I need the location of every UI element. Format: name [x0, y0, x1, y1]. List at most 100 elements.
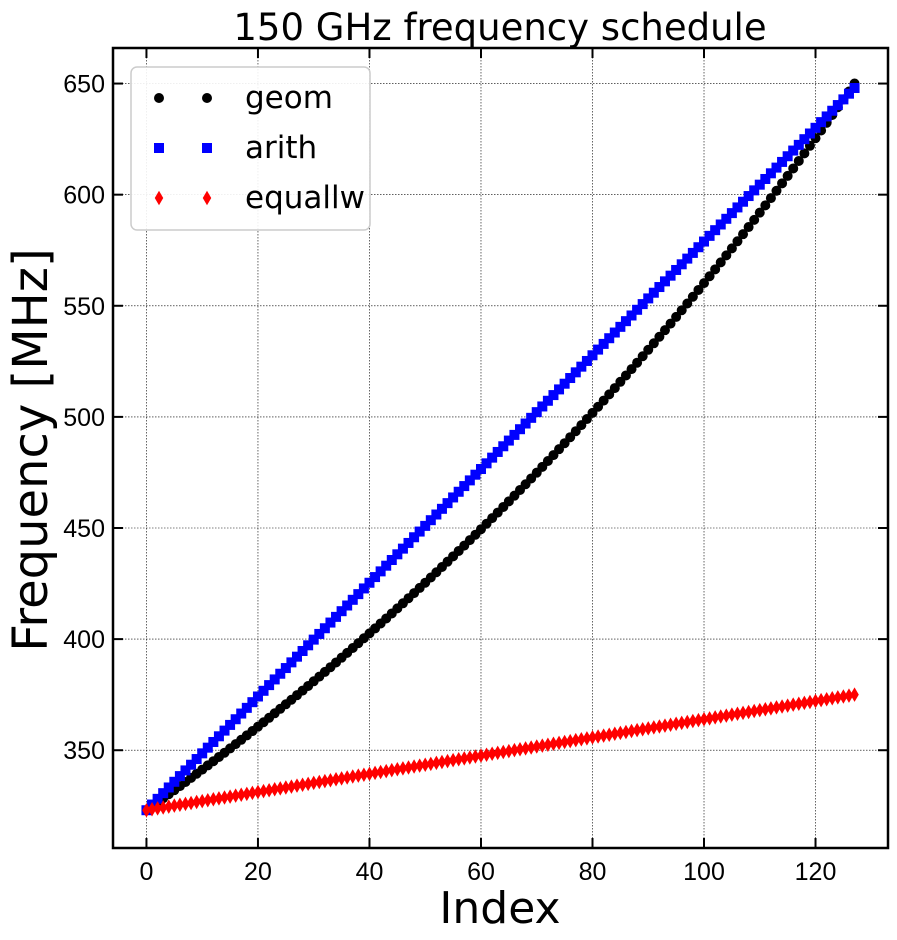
data-point-arith — [325, 617, 336, 628]
data-point-geom — [788, 163, 799, 174]
data-point-equallw — [142, 802, 151, 818]
data-point-arith — [291, 651, 302, 662]
data-point-arith — [788, 145, 799, 156]
data-point-geom — [749, 214, 760, 225]
data-point-arith — [331, 611, 342, 622]
data-point-arith — [219, 725, 230, 736]
data-point-arith — [163, 782, 174, 793]
data-point-arith — [358, 583, 369, 594]
data-point-equallw — [320, 773, 330, 789]
data-point-arith — [782, 151, 793, 162]
data-point-arith — [509, 429, 520, 440]
data-point-arith — [498, 441, 509, 452]
x-tick-label: 100 — [683, 858, 725, 886]
data-point-equallw — [259, 783, 268, 799]
data-point-equallw — [504, 743, 514, 759]
data-point-arith — [303, 640, 314, 651]
data-point-equallw — [777, 699, 787, 714]
data-point-equallw — [415, 758, 424, 773]
data-point-geom — [659, 325, 670, 336]
data-point-arith — [197, 748, 208, 759]
data-point-equallw — [805, 694, 815, 710]
data-point-equallw — [225, 789, 235, 804]
data-point-equallw — [677, 715, 686, 731]
data-point-equallw — [766, 701, 776, 716]
data-point-equallw — [381, 763, 391, 779]
data-point-arith — [838, 94, 849, 105]
data-point-arith — [258, 685, 269, 696]
data-point-arith — [726, 208, 737, 219]
data-point-equallw — [610, 726, 620, 742]
data-point-equallw — [387, 762, 397, 778]
data-point-equallw — [153, 801, 162, 816]
data-point-equallw — [164, 799, 174, 814]
data-point-equallw — [571, 732, 581, 748]
data-point-arith — [810, 122, 821, 133]
data-point-equallw — [515, 742, 525, 757]
data-point-arith — [615, 321, 626, 332]
legend-item-arith: arith — [154, 130, 317, 166]
data-point-geom — [704, 271, 715, 282]
data-point-arith — [570, 367, 581, 378]
data-point-equallw — [727, 707, 737, 722]
data-point-arith — [626, 310, 637, 321]
data-point-arith — [743, 191, 754, 202]
data-point-equallw — [850, 687, 859, 702]
data-point-arith — [715, 219, 726, 230]
legend-marker — [154, 93, 164, 103]
data-point-arith — [760, 173, 771, 184]
data-point-equallw — [437, 754, 447, 770]
data-point-equallw — [276, 781, 285, 796]
data-point-equallw — [393, 762, 402, 777]
data-point-arith — [414, 526, 425, 537]
data-point-equallw — [705, 711, 714, 726]
data-point-arith — [459, 481, 470, 492]
data-point-geom — [699, 278, 710, 289]
data-point-equallw — [203, 792, 213, 808]
data-point-arith — [542, 395, 553, 406]
data-point-arith — [843, 88, 854, 99]
data-point-equallw — [365, 766, 374, 782]
data-point-equallw — [655, 719, 664, 734]
data-point-arith — [754, 179, 765, 190]
series-arith — [141, 83, 860, 816]
data-point-equallw — [192, 794, 201, 810]
data-point-equallw — [465, 750, 475, 765]
data-point-arith — [280, 663, 291, 674]
data-point-arith — [531, 407, 542, 418]
data-point-equallw — [532, 739, 541, 754]
data-point-arith — [230, 714, 241, 725]
data-point-arith — [152, 793, 163, 804]
data-point-equallw — [733, 706, 742, 722]
data-point-arith — [554, 384, 565, 395]
axis-ticks: 0 20 40 60 80 100 120 350 400 450 500 550 600 650 — [63, 48, 888, 886]
data-point-equallw — [627, 723, 636, 739]
data-point-equallw — [683, 714, 692, 730]
data-point-equallw — [738, 705, 748, 721]
data-point-equallw — [476, 748, 486, 763]
data-point-arith — [420, 520, 431, 531]
data-point-arith — [264, 680, 275, 691]
data-point-arith — [208, 736, 219, 747]
data-point-arith — [275, 668, 286, 679]
data-point-equallw — [616, 725, 625, 741]
data-point-arith — [765, 168, 776, 179]
data-point-arith — [475, 464, 486, 475]
data-point-equallw — [359, 767, 369, 782]
data-point-arith — [364, 577, 375, 588]
data-point-equallw — [783, 698, 792, 713]
legend-marker — [154, 190, 164, 206]
data-point-equallw — [231, 788, 240, 803]
data-point-equallw — [404, 760, 413, 775]
data-point-equallw — [248, 785, 257, 801]
data-point-equallw — [560, 734, 569, 750]
data-point-arith — [386, 555, 397, 566]
data-point-arith — [604, 333, 615, 344]
data-point-arith — [336, 606, 347, 617]
data-point-equallw — [197, 793, 207, 809]
data-point-equallw — [175, 797, 185, 813]
data-point-arith — [710, 225, 721, 236]
series-equallw — [142, 687, 859, 818]
data-point-arith — [821, 111, 832, 122]
data-point-arith — [436, 503, 447, 514]
